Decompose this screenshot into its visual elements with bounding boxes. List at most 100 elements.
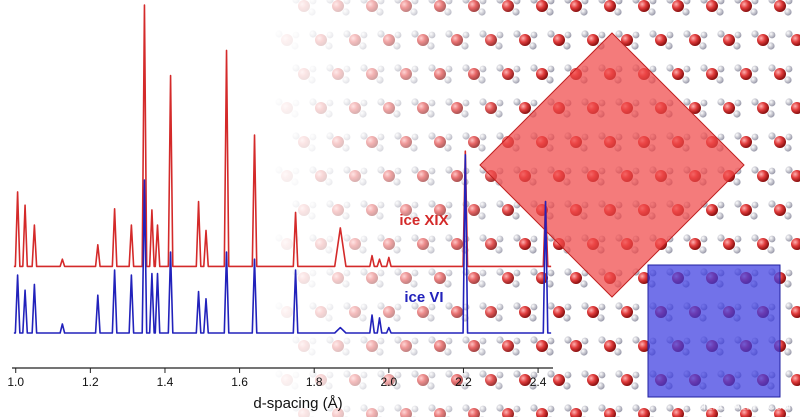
oxygen xyxy=(502,340,514,352)
hydrogen xyxy=(343,98,351,106)
hydrogen xyxy=(768,64,776,72)
hydrogen xyxy=(343,65,351,73)
oxygen xyxy=(587,374,599,386)
hydrogen xyxy=(717,133,725,141)
oxygen xyxy=(400,272,412,284)
water-molecule xyxy=(530,404,555,417)
hydrogen xyxy=(682,76,690,84)
hydrogen xyxy=(292,0,300,4)
hydrogen xyxy=(411,133,419,141)
hydrogen xyxy=(292,336,300,344)
hydrogen xyxy=(716,76,724,84)
hydrogen xyxy=(615,30,623,38)
hydrogen xyxy=(785,234,793,242)
hydrogen xyxy=(631,314,639,322)
oxygen xyxy=(366,340,378,352)
series-line xyxy=(13,154,552,334)
oxygen xyxy=(366,272,378,284)
hydrogen xyxy=(682,8,690,16)
hydrogen xyxy=(427,178,435,186)
hydrogen xyxy=(394,371,402,379)
hydrogen xyxy=(376,8,384,16)
hydrogen xyxy=(734,31,742,39)
hydrogen xyxy=(665,246,673,254)
series-label: ice XIX xyxy=(399,212,448,229)
hydrogen xyxy=(496,303,504,311)
oxygen xyxy=(672,68,684,80)
hydrogen xyxy=(326,404,334,412)
oxygen xyxy=(366,408,378,417)
oxygen xyxy=(468,68,480,80)
hydrogen xyxy=(360,235,368,243)
water-molecule xyxy=(428,64,453,84)
hydrogen xyxy=(580,280,588,288)
hydrogen xyxy=(393,42,401,50)
hydrogen xyxy=(462,0,470,4)
hydrogen xyxy=(496,31,504,39)
hydrogen xyxy=(496,200,504,208)
hydrogen xyxy=(325,382,333,390)
oxygen xyxy=(451,374,463,386)
oxygen xyxy=(536,0,548,12)
hydrogen xyxy=(428,268,436,276)
water-molecule xyxy=(751,98,776,118)
water-molecule xyxy=(530,268,555,288)
hydrogen xyxy=(394,200,402,208)
water-molecule xyxy=(496,404,521,417)
oxygen xyxy=(315,170,327,182)
oxygen xyxy=(298,136,310,148)
hydrogen xyxy=(274,348,281,355)
hydrogen xyxy=(547,269,555,277)
hydrogen xyxy=(751,30,759,38)
water-molecule xyxy=(360,132,385,152)
hydrogen xyxy=(564,0,572,4)
hydrogen xyxy=(700,0,708,4)
hydrogen xyxy=(785,201,793,209)
hydrogen xyxy=(683,405,691,413)
hydrogen xyxy=(530,0,538,4)
hydrogen xyxy=(784,348,792,356)
hydrogen xyxy=(343,405,351,413)
hydrogen xyxy=(309,201,317,209)
hydrogen xyxy=(716,8,724,16)
water-molecule xyxy=(581,370,606,390)
hydrogen xyxy=(564,371,572,379)
oxygen xyxy=(791,306,800,318)
oxygen xyxy=(264,0,276,12)
oxygen xyxy=(366,68,378,80)
water-molecule xyxy=(360,0,385,16)
oxygen xyxy=(383,374,395,386)
oxygen xyxy=(332,0,344,12)
hydrogen xyxy=(444,76,452,84)
water-molecule xyxy=(394,268,419,288)
water-molecule xyxy=(445,98,470,118)
oxygen xyxy=(468,408,480,417)
hydrogen xyxy=(768,404,776,412)
water-molecule xyxy=(751,30,776,50)
hydrogen xyxy=(496,64,504,72)
water-molecule xyxy=(462,404,487,417)
oxygen xyxy=(468,340,480,352)
hydrogen xyxy=(309,133,317,141)
hydrogen xyxy=(360,0,368,4)
hydrogen xyxy=(292,371,300,379)
hydrogen xyxy=(564,31,572,39)
oxygen xyxy=(400,340,412,352)
hydrogen xyxy=(479,30,487,38)
hydrogen xyxy=(394,31,402,39)
oxygen xyxy=(332,340,344,352)
water-molecule xyxy=(700,404,725,417)
hydrogen xyxy=(376,280,384,288)
oxygen xyxy=(485,34,497,46)
oxygen xyxy=(757,238,769,250)
water-molecule xyxy=(394,336,419,356)
oxygen xyxy=(315,306,327,318)
hydrogen xyxy=(768,167,776,175)
hydrogen xyxy=(393,314,401,322)
hydrogen xyxy=(292,132,300,140)
hydrogen xyxy=(427,42,435,50)
hydrogen xyxy=(581,302,589,310)
hydrogen xyxy=(478,144,486,152)
hydrogen xyxy=(359,246,367,254)
hydrogen xyxy=(275,370,283,378)
